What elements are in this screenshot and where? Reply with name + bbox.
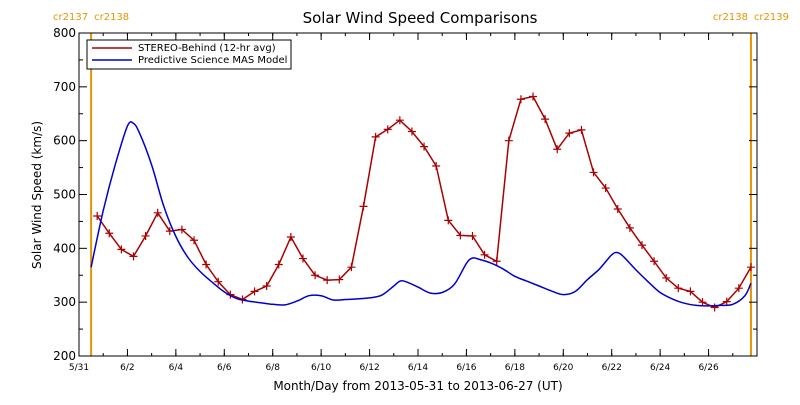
data-point-0-22: [359, 202, 368, 211]
data-point-0-48: [674, 284, 683, 293]
data-point-0-6: [165, 227, 174, 236]
data-point-0-19: [323, 276, 332, 285]
data-point-0-43: [613, 205, 622, 214]
data-point-0-8: [190, 236, 199, 245]
data-point-0-47: [662, 273, 671, 282]
carrington-label-right-0: cr2138: [94, 12, 129, 23]
data-point-0-27: [420, 142, 429, 151]
x-tick-label-0: 5/31: [69, 363, 89, 373]
series-layer: [90, 92, 755, 312]
data-point-0-9: [202, 260, 211, 269]
data-point-0-38: [553, 145, 562, 154]
y-tick-label-6: 800: [53, 26, 76, 40]
data-point-0-51: [710, 303, 719, 312]
data-point-0-36: [529, 92, 538, 101]
data-point-0-41: [589, 168, 598, 177]
x-tick-label-12: 6/24: [650, 363, 670, 373]
data-point-0-3: [129, 252, 138, 261]
axis-ticks: 200 300 400 500 600 700 800 5/31 6/2 6/4 6/6 6/8 6/1…: [53, 26, 758, 373]
data-point-0-37: [541, 115, 550, 124]
data-point-0-31: [468, 231, 477, 240]
data-point-0-42: [601, 184, 610, 193]
x-tick-label-2: 6/4: [169, 363, 184, 373]
x-tick-label-4: 6/8: [265, 363, 280, 373]
data-point-0-16: [286, 233, 295, 242]
data-point-0-33: [492, 257, 501, 266]
data-point-0-32: [480, 250, 489, 259]
x-tick-label-7: 6/14: [408, 363, 428, 373]
data-point-0-39: [565, 129, 574, 138]
x-tick-label-1: 6/2: [120, 363, 134, 373]
data-point-0-50: [698, 298, 707, 307]
y-tick-label-3: 500: [53, 188, 76, 202]
data-point-0-54: [746, 263, 755, 272]
data-point-0-34: [504, 136, 513, 145]
carrington-label-left-1: cr2138: [713, 12, 748, 23]
x-tick-label-5: 6/10: [311, 363, 331, 373]
carrington-label-left-0: cr2137: [53, 12, 88, 23]
legend-box: [86, 39, 292, 70]
data-point-0-52: [722, 297, 731, 306]
legend: STEREO-Behind (12-hr avg) Predictive Sci…: [86, 39, 292, 70]
legend-label-stereo: STEREO-Behind (12-hr avg): [138, 43, 276, 54]
data-point-0-21: [347, 263, 356, 272]
y-tick-label-5: 700: [53, 80, 76, 94]
x-tick-label-9: 6/18: [505, 363, 525, 373]
data-point-0-44: [625, 223, 634, 232]
x-tick-label-13: 6/26: [698, 363, 718, 373]
data-point-0-30: [456, 231, 465, 240]
x-tick-label-8: 6/16: [456, 363, 476, 373]
x-tick-label-6: 6/12: [359, 363, 379, 373]
y-tick-label-2: 400: [53, 241, 76, 255]
data-point-0-40: [577, 125, 586, 134]
data-point-0-29: [444, 216, 453, 225]
x-tick-label-10: 6/20: [553, 363, 573, 373]
data-point-0-53: [734, 284, 743, 293]
legend-label-model: Predictive Science MAS Model: [138, 55, 287, 66]
data-point-0-17: [298, 254, 307, 263]
data-point-0-26: [407, 127, 416, 136]
y-tick-label-0: 200: [53, 349, 76, 363]
data-point-0-1: [105, 229, 114, 238]
data-point-0-13: [250, 287, 259, 296]
y-tick-label-1: 300: [53, 295, 76, 309]
data-point-0-4: [141, 231, 150, 240]
data-point-0-28: [432, 161, 441, 170]
x-axis-label: Month/Day from 2013-05-31 to 2013-06-27 …: [273, 379, 562, 393]
data-point-0-10: [214, 277, 223, 286]
data-point-0-5: [153, 208, 162, 217]
data-point-0-25: [395, 116, 404, 125]
data-point-0-2: [117, 245, 126, 254]
data-point-0-49: [686, 287, 695, 296]
data-point-0-14: [262, 282, 271, 291]
data-point-0-46: [650, 257, 659, 266]
data-point-0-0: [93, 212, 102, 221]
data-point-0-35: [516, 95, 525, 104]
carrington-label-right-1: cr2139: [754, 12, 789, 23]
chart-title: Solar Wind Speed Comparisons: [303, 9, 538, 27]
data-point-0-24: [383, 125, 392, 134]
data-point-0-15: [274, 260, 283, 269]
x-tick-label-3: 6/6: [217, 363, 232, 373]
data-point-0-45: [637, 241, 646, 250]
data-point-0-7: [177, 225, 186, 234]
y-tick-label-4: 600: [53, 134, 76, 148]
data-point-0-20: [335, 275, 344, 284]
data-point-0-18: [311, 271, 320, 280]
x-tick-label-11: 6/22: [602, 363, 622, 373]
y-axis-label: Solar Wind Speed (km/s): [30, 121, 44, 269]
data-point-0-23: [371, 132, 380, 141]
series-line-1: [90, 121, 752, 307]
